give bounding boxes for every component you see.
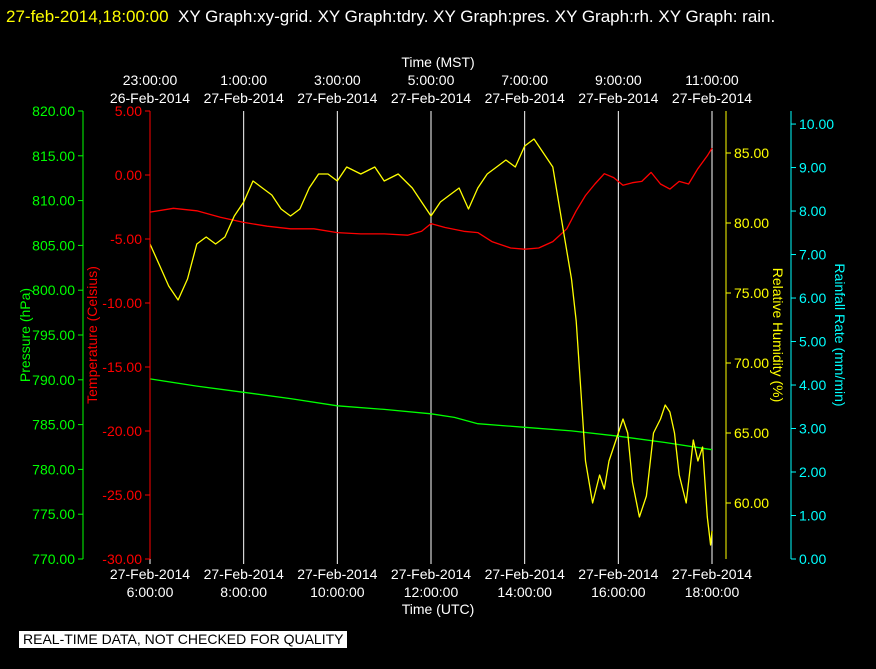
rainfall-tick-label: 2.00	[799, 464, 826, 480]
top-tick-date: 27-Feb-2014	[672, 90, 752, 106]
rainfall-tick-label: 7.00	[799, 247, 826, 263]
humidity-tick-label: 80.00	[734, 215, 769, 231]
bottom-tick-date: 27-Feb-2014	[110, 566, 190, 582]
bottom-tick-date: 27-Feb-2014	[485, 566, 565, 582]
temperature-tick-label: -5.00	[110, 231, 142, 247]
humidity-axis-title: Relative Humidity (%)	[770, 268, 786, 403]
bottom-tick-time: 18:00:00	[685, 584, 740, 600]
top-tick-time: 7:00:00	[501, 72, 548, 88]
rainfall-tick-label: 9.00	[799, 160, 826, 176]
bottom-tick-time: 6:00:00	[127, 584, 174, 600]
temperature-tick-label: -25.00	[102, 487, 142, 503]
rainfall-tick-label: 4.00	[799, 377, 826, 393]
bottom-tick-time: 8:00:00	[220, 584, 267, 600]
bottom-tick-date: 27-Feb-2014	[672, 566, 752, 582]
temperature-tick-label: 5.00	[115, 103, 142, 119]
top-tick-time: 1:00:00	[220, 72, 267, 88]
humidity-tick-label: 75.00	[734, 285, 769, 301]
bottom-tick-date: 27-Feb-2014	[297, 566, 377, 582]
pressure-tick-label: 800.00	[32, 282, 75, 298]
pressure-tick-label: 820.00	[32, 103, 75, 119]
top-axis-title: Time (MST)	[401, 54, 474, 70]
temperature-series-line	[149, 147, 713, 250]
temperature-tick-label: -30.00	[102, 551, 142, 567]
pressure-tick-label: 785.00	[32, 417, 75, 433]
plot-area	[150, 111, 726, 559]
pressure-tick-label: 795.00	[32, 327, 75, 343]
bottom-tick-time: 14:00:00	[497, 584, 552, 600]
quality-disclaimer: REAL-TIME DATA, NOT CHECKED FOR QUALITY	[19, 631, 348, 648]
graph-header: 27-feb-2014,18:00:00 XY Graph:xy-grid. X…	[6, 2, 866, 31]
top-tick-date: 26-Feb-2014	[110, 90, 190, 106]
top-tick-date: 27-Feb-2014	[297, 90, 377, 106]
axis-labels-layer: 23:00:00 26-Feb-2014 27-Feb-2014 6:00:00 1:0…	[17, 54, 848, 617]
bottom-tick-time: 16:00:00	[591, 584, 646, 600]
humidity-tick-label: 60.00	[734, 495, 769, 511]
pressure-tick-label: 815.00	[32, 148, 75, 164]
pressure-tick-label: 780.00	[32, 461, 75, 477]
top-tick-date: 27-Feb-2014	[391, 90, 471, 106]
bottom-axis-title: Time (UTC)	[402, 601, 475, 617]
rainfall-tick-label: 3.00	[799, 421, 826, 437]
rainfall-tick-label: 1.00	[799, 508, 826, 524]
rainfall-tick-label: 6.00	[799, 290, 826, 306]
pressure-axis-title: Pressure (hPa)	[17, 288, 33, 382]
rainfall-tick-label: 8.00	[799, 203, 826, 219]
top-tick-time: 9:00:00	[595, 72, 642, 88]
top-tick-time: 3:00:00	[314, 72, 361, 88]
rainfall-tick-label: 5.00	[799, 334, 826, 350]
temperature-axis-title: Temperature (Celsius)	[84, 266, 100, 404]
bottom-tick-date: 27-Feb-2014	[204, 566, 284, 582]
pressure-tick-label: 810.00	[32, 193, 75, 209]
header-graph-list: XY Graph:xy-grid. XY Graph:tdry. XY Grap…	[178, 7, 776, 26]
temperature-tick-label: -10.00	[102, 295, 142, 311]
pressure-tick-label: 805.00	[32, 237, 75, 253]
humidity-tick-label: 70.00	[734, 355, 769, 371]
top-tick-date: 27-Feb-2014	[204, 90, 284, 106]
header-timestamp: 27-feb-2014,18:00:00	[6, 7, 169, 26]
series-layer	[149, 138, 713, 546]
humidity-tick-label: 65.00	[734, 425, 769, 441]
pressure-tick-label: 790.00	[32, 372, 75, 388]
top-tick-time: 11:00:00	[685, 72, 739, 88]
pressure-tick-label: 770.00	[32, 551, 75, 567]
rainfall-axis-title: Rainfall Rate (mm/min)	[832, 263, 848, 406]
temperature-tick-label: -20.00	[102, 423, 142, 439]
bottom-tick-time: 10:00:00	[310, 584, 365, 600]
rainfall-tick-label: 0.00	[799, 551, 826, 567]
axes-layer	[78, 110, 796, 564]
temperature-tick-label: 0.00	[115, 167, 142, 183]
time-gridlines	[243, 111, 713, 559]
top-tick-date: 27-Feb-2014	[578, 90, 658, 106]
humidity-series-line	[149, 138, 713, 546]
top-tick-time: 5:00:00	[408, 72, 455, 88]
pressure-series-line	[149, 378, 713, 451]
top-tick-time: 23:00:00	[123, 72, 178, 88]
bottom-tick-date: 27-Feb-2014	[391, 566, 471, 582]
top-tick-date: 27-Feb-2014	[485, 90, 565, 106]
bottom-tick-time: 12:00:00	[404, 584, 459, 600]
pressure-tick-label: 775.00	[32, 506, 75, 522]
bottom-tick-date: 27-Feb-2014	[578, 566, 658, 582]
rainfall-tick-label: 10.00	[799, 116, 834, 132]
humidity-tick-label: 85.00	[734, 145, 769, 161]
temperature-tick-label: -15.00	[102, 359, 142, 375]
